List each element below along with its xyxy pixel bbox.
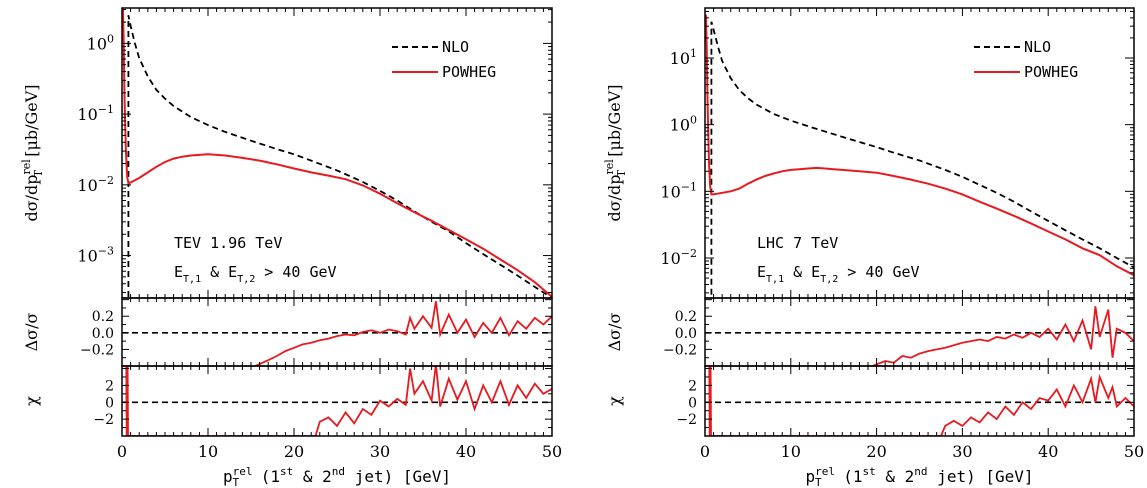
delta-tick-label: −0.2 [80,342,114,358]
chi-tick-label: 0 [688,395,697,411]
y-tick-label: 10−3 [77,245,114,266]
y-tick-label: 10−2 [77,174,114,195]
legend-label-powheg: POWHEG [442,63,496,81]
delta-plot-area [705,306,1134,366]
chart-lhc: 0 10 20 30 40 5010110010−110−20.20.0−0.220−2d… [603,7,1144,488]
x-tick-label: 40 [1038,442,1058,461]
x-tick-label: 50 [542,442,562,461]
series-line-powheg [705,14,1134,277]
chi-series-line [125,366,552,436]
frame-main [121,7,553,299]
frame-delta [121,297,553,367]
y-tick-label: 10−1 [660,180,697,201]
delta-tick-label: 0.0 [92,326,114,342]
annotation-cut: ET,1 & ET,2 > 40 GeV [757,263,920,285]
y-axis-label-main: dσ/dprelT [μb/GeV] [20,84,45,221]
x-tick-label: 0 [117,442,127,461]
delta-series-line [871,306,1134,366]
y-axis-label-delta: Δσ/σ [22,313,41,352]
x-axis-label: prel T (1st & 2nd jet) [GeV] [223,465,451,488]
x-axis-label: prel T (1st & 2nd jet) [GeV] [805,465,1033,488]
delta-tick-label: 0.2 [92,309,114,325]
chi-tick-label: −2 [93,412,114,428]
y-axis-label-main: dσ/dprelT [μb/GeV] [603,84,628,221]
delta-tick-label: 0.0 [675,326,697,342]
delta-tick-label: −0.2 [663,342,697,358]
y-tick-label: 101 [670,47,697,68]
chi-tick-label: 2 [688,378,697,394]
chi-tick-label: 2 [105,378,114,394]
annotation-cut: ET,1 & ET,2 > 40 GeV [174,263,337,285]
x-tick-label: 40 [456,442,476,461]
y-axis-label-chi: χ [605,396,624,406]
legend-label-nlo: NLO [442,38,469,56]
annotation-energy: LHC 7 TeV [757,234,838,252]
x-tick-label: 0 [700,442,710,461]
delta-tick-label: 0.2 [675,309,697,325]
main-plot-area [705,14,1134,298]
y-axis-label-delta: Δσ/σ [605,313,624,352]
chi-series-line [708,366,1134,436]
x-tick-label: 50 [1124,442,1144,461]
chi-plot-area [705,366,1134,436]
x-tick-label: 30 [370,442,390,461]
legend-label-powheg: POWHEG [1024,63,1078,81]
y-axis-label-chi: χ [22,396,41,406]
main-plot-area [122,8,552,298]
y-tick-label: 100 [670,114,697,135]
chart-tevatron: 0 10 20 30 40 5010010−110−210−30.20.0−0.220−2… [20,7,562,488]
chi-tick-label: −2 [676,412,697,428]
x-tick-label: 20 [866,442,886,461]
x-tick-label: 30 [952,442,972,461]
y-tick-label: 10−1 [77,103,114,124]
x-tick-label: 10 [198,442,218,461]
legend-label-nlo: NLO [1024,38,1051,56]
series-line-nlo [710,21,1134,298]
chi-plot-area [122,366,552,436]
y-tick-label: 10−2 [660,247,697,268]
y-tick-label: 100 [87,32,114,53]
delta-series-line [254,301,552,366]
delta-plot-area [122,301,552,366]
x-tick-label: 10 [781,442,801,461]
annotation-energy: TEV 1.96 TeV [174,234,282,252]
frame-main [704,7,1135,299]
series-line-powheg [122,8,552,298]
chi-tick-label: 0 [105,395,114,411]
frame-chi [704,365,1135,437]
x-tick-label: 20 [284,442,304,461]
